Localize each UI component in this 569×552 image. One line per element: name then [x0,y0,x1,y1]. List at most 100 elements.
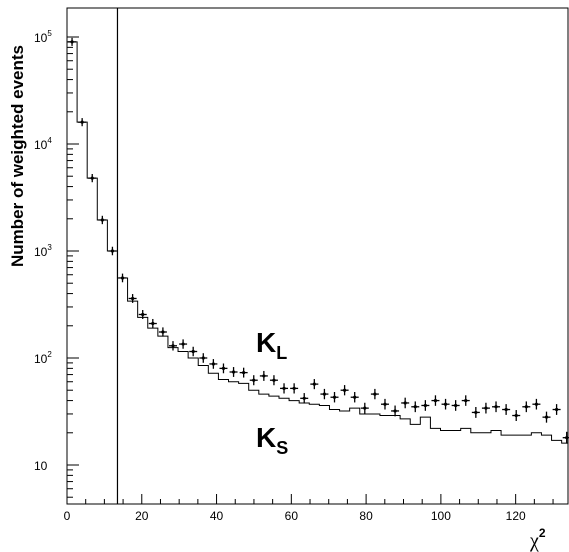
kl-data-point [340,385,349,396]
kl-point-marker [181,342,185,346]
kl-data-point [158,327,167,337]
kl-data-point [512,410,521,422]
kl-point-marker [494,405,498,409]
kl-point-marker [131,296,135,301]
kl-data-point [401,397,410,409]
kl-point-marker [514,413,518,418]
kl-points [68,37,569,444]
kl-data-point [360,402,369,414]
x-tick-label: 0 [64,509,71,523]
kl-data-point [290,383,299,394]
y-tick-label: 105 [34,29,52,45]
kl-point-marker [474,410,478,415]
kl-point-marker [343,388,347,392]
kl-data-point [441,398,450,410]
kl-point-marker [332,395,337,399]
kl-data-point [562,431,569,444]
kl-data-point [249,375,258,386]
kl-data-point [492,401,501,413]
kl-point-marker [80,120,84,124]
kl-data-point [411,401,420,413]
kl-label: KL [256,327,287,363]
kl-data-point [542,411,551,423]
kl-data-point [451,400,460,411]
kl-data-point [320,388,329,400]
kl-data-point [219,363,228,374]
y-tick-label: 10 [34,459,48,473]
kl-data-point [481,402,490,414]
y-axis-label: Number of weighted events [8,45,27,267]
kl-data-point [148,318,157,329]
kl-point-marker [221,366,226,370]
ks-label: KS [256,422,288,458]
y-tick-label: 104 [34,136,52,152]
kl-data-point [310,379,319,390]
kl-point-marker [504,407,508,412]
kl-data-point [199,353,208,363]
kl-point-marker [302,396,306,400]
kl-data-point [461,395,470,406]
kl-point-marker [322,392,327,396]
kl-data-point [239,367,248,378]
x-tick-label: 20 [135,509,149,523]
kl-point-marker [110,249,115,253]
kl-point-marker [292,386,296,390]
kl-point-marker [554,407,559,412]
axis-ticks: 0 20 40 60 80 100 120 10 102 103 104 105 [34,29,554,523]
plot-frame [66,7,569,505]
kl-point-marker [252,378,256,382]
kl-point-marker [312,382,316,386]
kl-point-marker [464,398,468,403]
kl-data-point [98,215,107,225]
kl-data-point [532,398,541,410]
x-axis-label: χ2 [529,526,546,552]
kl-point-marker [363,406,367,410]
kl-point-marker [161,330,165,334]
kl-data-point [78,118,87,127]
kl-data-point [168,341,177,351]
kl-data-point [68,37,77,46]
kl-point-marker [565,436,569,440]
kl-point-marker [423,403,427,408]
kl-point-marker [544,415,549,419]
kl-point-marker [211,362,215,366]
kl-point-marker [484,406,488,410]
kl-data-point [189,346,198,357]
kl-data-point [502,404,511,415]
kl-data-point [229,367,238,377]
kl-data-point [300,393,309,404]
x-tick-label: 40 [210,509,224,523]
kl-data-point [259,370,268,381]
kl-point-marker [191,349,195,354]
x-tick-label: 80 [359,509,373,523]
ks-histogram [66,41,568,504]
kl-data-point [108,246,117,256]
kl-data-point [471,406,480,418]
kl-point-marker [120,276,125,280]
kl-point-marker [433,398,438,403]
kl-point-marker [454,403,458,408]
kl-data-point [380,398,389,410]
kl-point-marker [100,218,104,222]
kl-point-marker [443,402,448,406]
kl-point-marker [272,378,276,382]
kl-point-marker [393,409,397,413]
kl-point-marker [524,405,528,409]
kl-point-marker [353,395,357,399]
kl-point-marker [242,371,246,375]
kl-data-point [370,388,379,400]
kl-point-marker [90,176,94,180]
kl-point-marker [141,312,145,317]
x-tick-label: 100 [431,509,451,523]
kl-data-point [269,375,278,386]
kl-data-point [88,173,97,183]
kl-data-point [431,395,440,406]
kl-point-marker [151,321,155,326]
kl-point-marker [383,402,387,406]
kl-data-point [118,273,127,283]
kl-point-marker [70,40,74,44]
kl-point-marker [413,405,417,409]
kl-data-point [522,401,531,413]
kl-data-point [350,391,359,403]
